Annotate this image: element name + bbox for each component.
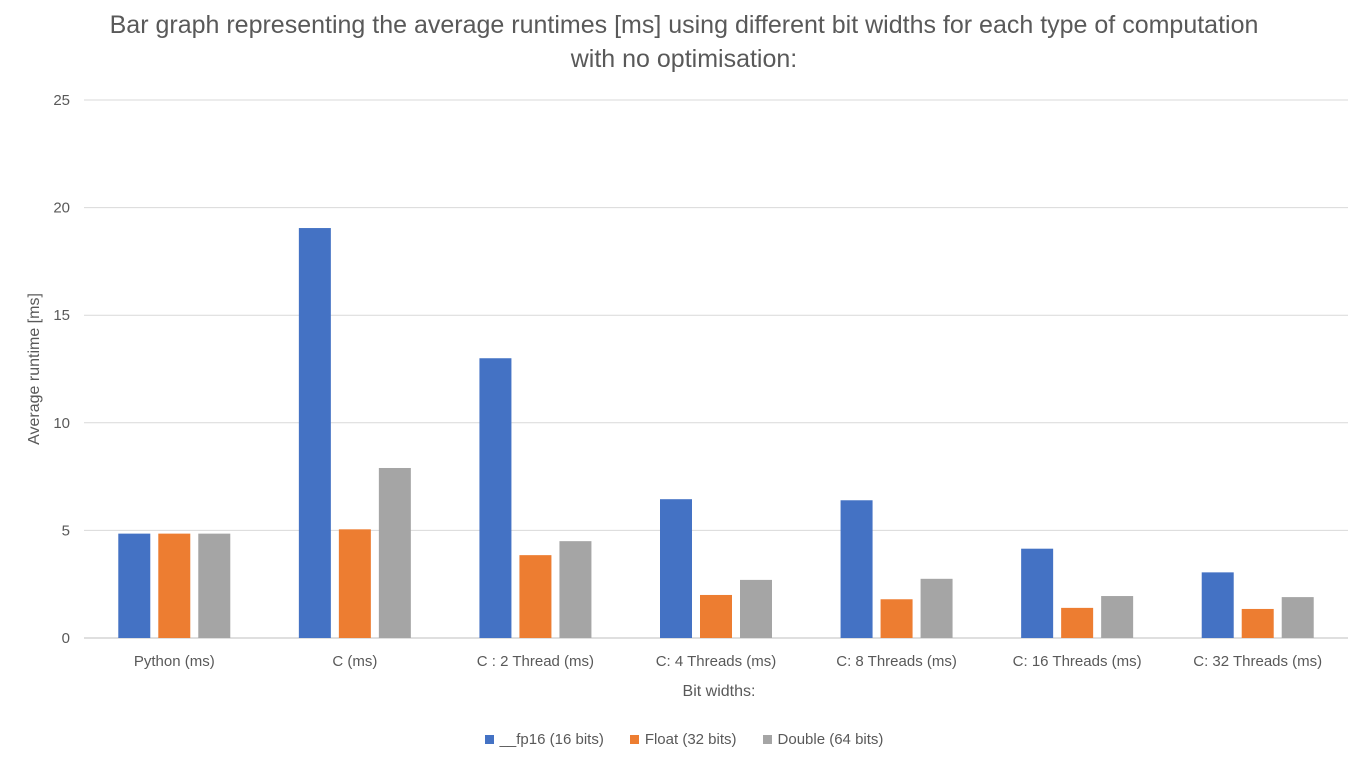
y-tick-label: 20 xyxy=(53,200,70,217)
bar xyxy=(660,499,692,638)
bar xyxy=(1241,608,1274,638)
legend-item: __fp16 (16 bits) xyxy=(484,731,604,748)
legend-swatch xyxy=(762,735,772,744)
x-tick-label: C (ms) xyxy=(332,653,377,670)
legend-label: Float (32 bits) xyxy=(644,731,737,748)
bar xyxy=(338,529,371,638)
x-tick-label: C : 2 Thread (ms) xyxy=(477,653,594,670)
y-axis-label: Average runtime [ms] xyxy=(26,293,43,445)
y-axis-ticks: 0 5 10 15 20 25 xyxy=(53,92,70,647)
chart-title: Bar graph representing the average runti… xyxy=(109,11,1259,73)
legend-item: Double (64 bits) xyxy=(762,731,884,748)
y-tick-label: 10 xyxy=(53,415,70,432)
bar xyxy=(1101,596,1134,638)
legend-label: Double (64 bits) xyxy=(777,731,884,748)
y-tick-label: 0 xyxy=(62,630,70,647)
bar xyxy=(840,500,873,638)
bar xyxy=(559,541,592,638)
bar xyxy=(700,594,732,638)
x-tick-label: C: 8 Threads (ms) xyxy=(836,653,957,670)
legend: __fp16 (16 bits) Float (32 bits) Double (6… xyxy=(0,731,1368,748)
bar xyxy=(519,555,552,638)
bar xyxy=(920,578,953,638)
bar xyxy=(158,533,191,638)
bar xyxy=(880,599,913,638)
x-tick-label: C: 32 Threads (ms) xyxy=(1193,653,1322,670)
bars xyxy=(118,228,1314,638)
legend-item: Float (32 bits) xyxy=(629,731,737,748)
legend-swatch xyxy=(484,735,494,744)
y-tick-label: 5 xyxy=(62,522,70,539)
gridlines xyxy=(84,99,1348,639)
bar xyxy=(740,579,772,638)
bar xyxy=(378,467,411,638)
legend-label: __fp16 (16 bits) xyxy=(499,731,604,748)
bar xyxy=(1281,597,1314,638)
bar xyxy=(298,228,331,638)
y-tick-label: 15 xyxy=(53,307,70,324)
bar xyxy=(479,358,512,638)
x-tick-label: Python (ms) xyxy=(134,653,215,670)
bar xyxy=(118,533,151,638)
x-tick-label: C: 4 Threads (ms) xyxy=(656,653,777,670)
legend-swatch xyxy=(629,735,639,744)
bar xyxy=(1021,548,1054,638)
y-tick-label: 25 xyxy=(53,92,70,109)
bar xyxy=(1061,607,1094,638)
x-tick-label: C: 16 Threads (ms) xyxy=(1013,653,1142,670)
x-axis-ticks: Python (ms) C (ms) C : 2 Thread (ms) C: 4 T… xyxy=(134,653,1322,670)
bar xyxy=(1201,572,1234,638)
x-axis-label: Bit widths: xyxy=(683,683,756,700)
bar xyxy=(198,533,231,638)
